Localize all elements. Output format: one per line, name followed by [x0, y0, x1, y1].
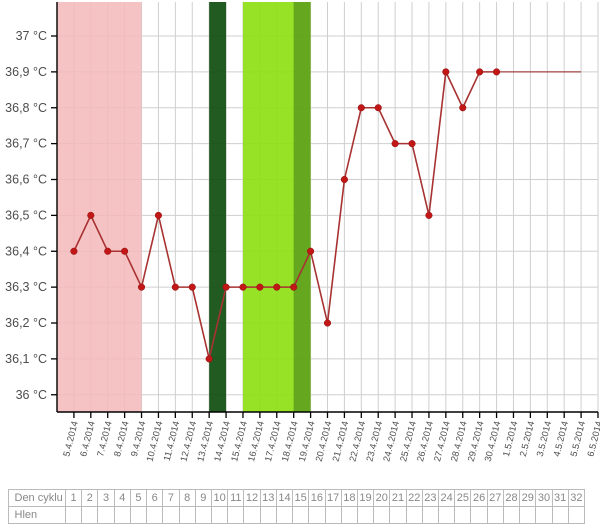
svg-text:22.4.2014: 22.4.2014: [348, 420, 368, 463]
svg-text:8.4.2014: 8.4.2014: [112, 420, 130, 458]
svg-text:21.4.2014: 21.4.2014: [331, 420, 351, 463]
svg-text:26.4.2014: 26.4.2014: [415, 420, 435, 463]
svg-text:1.5.2014: 1.5.2014: [501, 420, 519, 458]
svg-text:25.4.2014: 25.4.2014: [398, 420, 418, 463]
svg-text:14.4.2014: 14.4.2014: [212, 420, 232, 463]
svg-text:36,3 °C: 36,3 °C: [5, 280, 47, 294]
svg-text:4.5.2014: 4.5.2014: [552, 420, 570, 458]
svg-text:36,8 °C: 36,8 °C: [5, 101, 47, 115]
svg-text:36,7 °C: 36,7 °C: [5, 137, 47, 151]
svg-text:23.4.2014: 23.4.2014: [364, 420, 384, 463]
svg-text:17.4.2014: 17.4.2014: [263, 420, 283, 463]
svg-text:27.4.2014: 27.4.2014: [432, 420, 452, 463]
svg-text:7.4.2014: 7.4.2014: [95, 420, 113, 458]
svg-text:19.4.2014: 19.4.2014: [297, 420, 317, 463]
svg-text:2.5.2014: 2.5.2014: [518, 420, 536, 458]
svg-text:36,4 °C: 36,4 °C: [5, 244, 47, 258]
svg-text:6.5.2014: 6.5.2014: [585, 420, 600, 458]
svg-text:5.5.2014: 5.5.2014: [569, 420, 587, 458]
svg-text:36,6 °C: 36,6 °C: [5, 173, 47, 187]
svg-text:6.4.2014: 6.4.2014: [78, 420, 96, 458]
svg-text:29.4.2014: 29.4.2014: [466, 420, 486, 463]
svg-text:28.4.2014: 28.4.2014: [449, 420, 469, 463]
svg-text:37 °C: 37 °C: [16, 29, 47, 43]
svg-text:36 °C: 36 °C: [16, 388, 47, 402]
svg-text:36,1 °C: 36,1 °C: [5, 352, 47, 366]
svg-text:9.4.2014: 9.4.2014: [129, 420, 147, 458]
svg-text:24.4.2014: 24.4.2014: [381, 420, 401, 463]
svg-text:20.4.2014: 20.4.2014: [314, 420, 334, 463]
svg-text:16.4.2014: 16.4.2014: [246, 420, 266, 463]
svg-text:3.5.2014: 3.5.2014: [535, 420, 553, 458]
svg-text:10.4.2014: 10.4.2014: [145, 420, 165, 463]
svg-text:18.4.2014: 18.4.2014: [280, 420, 300, 463]
svg-text:30.4.2014: 30.4.2014: [483, 420, 503, 463]
svg-text:5.4.2014: 5.4.2014: [61, 420, 79, 458]
svg-text:36,9 °C: 36,9 °C: [5, 65, 47, 79]
svg-text:15.4.2014: 15.4.2014: [229, 420, 249, 463]
svg-text:13.4.2014: 13.4.2014: [195, 420, 215, 463]
svg-text:36,2 °C: 36,2 °C: [5, 316, 47, 330]
svg-text:12.4.2014: 12.4.2014: [178, 420, 198, 463]
svg-text:36,5 °C: 36,5 °C: [5, 208, 47, 222]
svg-text:11.4.2014: 11.4.2014: [162, 420, 182, 462]
